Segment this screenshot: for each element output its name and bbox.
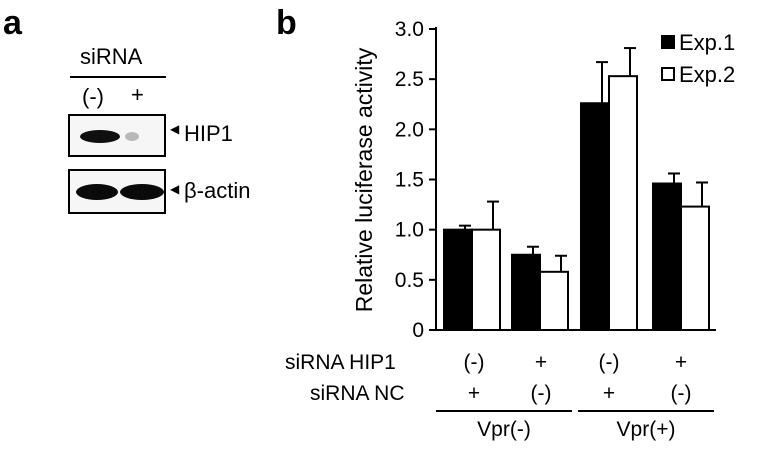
y-axis-title: Relative luciferase activity: [351, 47, 377, 312]
row2-cell-3: +: [602, 382, 616, 405]
blot-actin: [68, 169, 166, 214]
bar-exp2-4: [680, 205, 710, 331]
row1-cell-4: +: [674, 351, 688, 374]
band-actin-lane2: [120, 184, 164, 200]
group-label-vpr-neg: Vpr(-): [477, 418, 531, 441]
panel-a-label: a: [3, 4, 22, 42]
bar-exp1-2: [511, 253, 541, 331]
blot-header: siRNA: [80, 44, 143, 69]
band-hip1-lane2: [125, 132, 139, 141]
bar-exp1-1: [443, 228, 473, 332]
blot-label-hip1: HIP1: [184, 121, 233, 146]
marker-arrow-hip1: ◀: [170, 122, 180, 136]
bar-exp2-3: [608, 75, 638, 332]
row1-cell-3: (-): [598, 351, 620, 374]
row-label-sirna-nc: siRNA NC: [310, 382, 405, 405]
bar-exp1-3: [580, 102, 610, 331]
bar-exp1-4: [652, 182, 682, 331]
band-actin-lane1: [76, 184, 118, 200]
row1-cell-1: (-): [463, 351, 485, 374]
group-line-vpr-pos: [578, 410, 714, 412]
y-tick-label: 1.5: [395, 169, 424, 192]
band-hip1-lane1: [80, 130, 120, 143]
group-label-vpr-pos: Vpr(+): [616, 418, 676, 441]
blot-label-actin: β-actin: [184, 178, 251, 203]
row1-cell-2: +: [534, 351, 548, 374]
blot-header-line: [70, 76, 166, 78]
y-tick-label: 2.0: [395, 118, 424, 141]
row2-cell-1: +: [467, 382, 481, 405]
bar-exp2-2: [539, 270, 569, 332]
row2-cell-4: (-): [670, 382, 692, 405]
y-tick-label: 2.5: [395, 68, 424, 91]
y-tick-label: 0: [412, 319, 424, 342]
lane-label-2: +: [131, 82, 144, 107]
y-tick-label: 3.0: [395, 18, 424, 41]
legend-label: Exp.2: [679, 62, 735, 87]
blot-hip1: [68, 114, 166, 157]
legend-swatch: [661, 35, 675, 49]
legend-swatch: [661, 67, 675, 81]
bar-exp2-1: [471, 228, 501, 332]
legend-label: Exp.1: [679, 30, 735, 55]
row-label-sirna-hip1: siRNA HIP1: [285, 351, 396, 374]
marker-arrow-actin: ◀: [170, 182, 180, 196]
row2-cell-2: (-): [530, 382, 552, 405]
y-tick-label: 1.0: [395, 219, 424, 242]
panel-b-label: b: [276, 4, 297, 42]
y-tick-label: 0.5: [395, 269, 424, 292]
lane-label-1: (-): [82, 84, 104, 109]
group-line-vpr-neg: [436, 410, 572, 412]
